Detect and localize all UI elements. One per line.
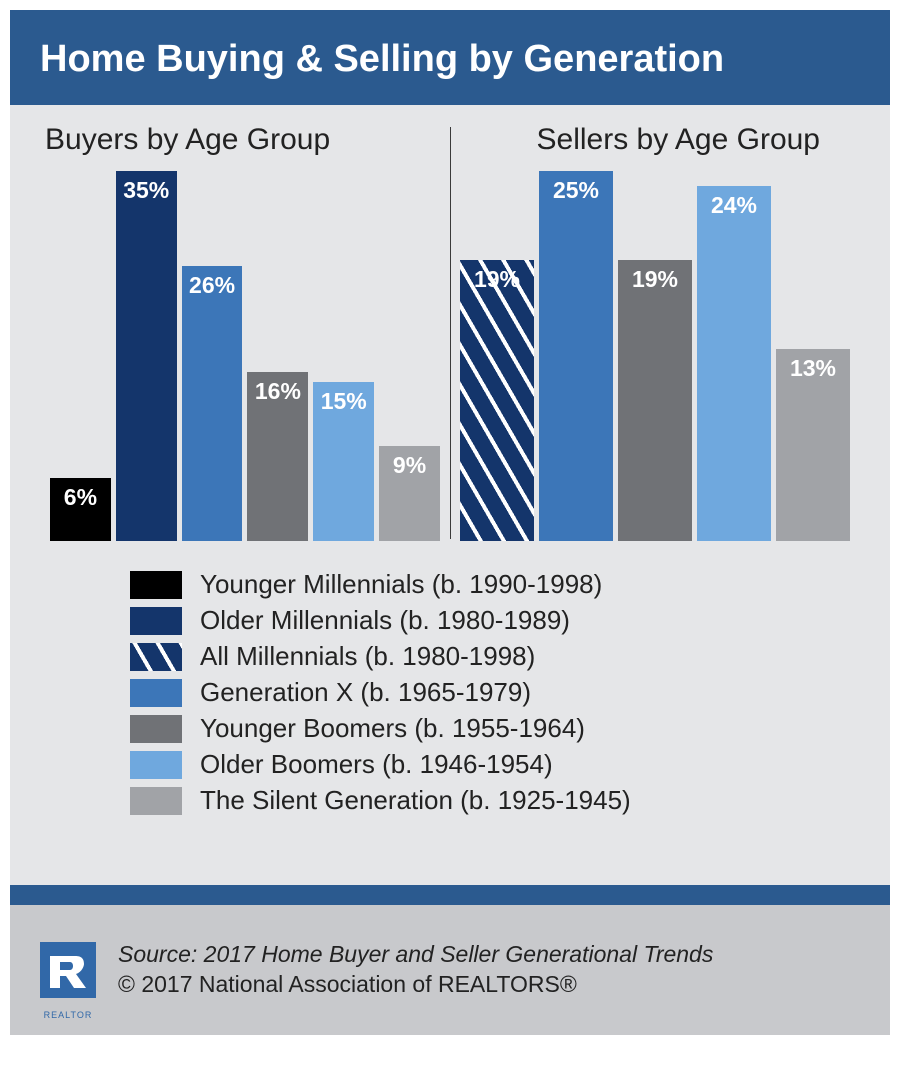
bar: 19% xyxy=(618,260,692,541)
bar: 16% xyxy=(247,372,308,541)
bar-value-label: 24% xyxy=(697,192,771,219)
legend-label: The Silent Generation (b. 1925-1945) xyxy=(200,785,631,816)
realtor-logo-label: REALTOR xyxy=(40,1010,96,1020)
bar-value-label: 6% xyxy=(50,484,111,511)
infographic-container: Home Buying & Selling by Generation Buye… xyxy=(0,10,900,1069)
footer: REALTOR Source: 2017 Home Buyer and Sell… xyxy=(10,905,890,1035)
bar: 13% xyxy=(776,349,850,541)
legend-swatch xyxy=(130,571,182,599)
footer-text: Source: 2017 Home Buyer and Seller Gener… xyxy=(118,940,713,1000)
legend-label: Older Millennials (b. 1980-1989) xyxy=(200,605,570,636)
legend-swatch xyxy=(130,643,182,671)
bar-value-label: 16% xyxy=(247,378,308,405)
bar: 26% xyxy=(182,266,243,541)
legend-item: Older Boomers (b. 1946-1954) xyxy=(130,749,770,780)
legend-swatch xyxy=(130,787,182,815)
sellers-chart-title: Sellers by Age Group xyxy=(537,123,821,157)
legend-swatch xyxy=(130,751,182,779)
bar: 24% xyxy=(697,186,771,541)
bar-value-label: 35% xyxy=(116,177,177,204)
bar-value-label: 15% xyxy=(313,388,374,415)
bar: 25% xyxy=(539,171,613,541)
buyers-chart: 6% 35% 26% 16%15% 9% xyxy=(40,171,450,541)
bar-value-label: 13% xyxy=(776,355,850,382)
legend-label: All Millennials (b. 1980-1998) xyxy=(200,641,535,672)
chart-divider xyxy=(450,127,451,539)
legend-label: Younger Millennials (b. 1990-1998) xyxy=(200,569,602,600)
realtor-logo: REALTOR xyxy=(40,937,96,1003)
legend-swatch xyxy=(130,607,182,635)
bar: 9% xyxy=(379,446,440,541)
header-banner: Home Buying & Selling by Generation xyxy=(10,10,890,105)
legend-item: Older Millennials (b. 1980-1989) xyxy=(130,605,770,636)
bar: 35% xyxy=(116,171,177,541)
buyers-chart-title: Buyers by Age Group xyxy=(45,123,330,157)
legend-swatch xyxy=(130,679,182,707)
footer-copyright-line: © 2017 National Association of REALTORS® xyxy=(118,970,713,1000)
legend-item: Younger Millennials (b. 1990-1998) xyxy=(130,569,770,600)
sellers-chart: 19% 25% 19% 24% 13% xyxy=(450,171,860,541)
legend: Younger Millennials (b. 1990-1998) Older … xyxy=(130,569,770,816)
bar: 19% xyxy=(460,260,534,541)
bar-value-label: 25% xyxy=(539,177,613,204)
legend-item: All Millennials (b. 1980-1998) xyxy=(130,641,770,672)
chart-panel: Buyers by Age Group Sellers by Age Group… xyxy=(10,105,890,885)
main-title: Home Buying & Selling by Generation xyxy=(40,38,860,81)
legend-item: The Silent Generation (b. 1925-1945) xyxy=(130,785,770,816)
legend-item: Generation X (b. 1965-1979) xyxy=(130,677,770,708)
charts-row: 6% 35% 26% 16%15% 9% 19% 25% 19% 24% 13% xyxy=(40,171,860,541)
bar-value-label: 26% xyxy=(182,272,243,299)
bar: 6% xyxy=(50,478,111,541)
legend-swatch xyxy=(130,715,182,743)
legend-label: Younger Boomers (b. 1955-1964) xyxy=(200,713,585,744)
bar-value-label: 19% xyxy=(460,266,534,293)
bar-value-label: 9% xyxy=(379,452,440,479)
legend-item: Younger Boomers (b. 1955-1964) xyxy=(130,713,770,744)
bar: 15% xyxy=(313,382,374,541)
bar-value-label: 19% xyxy=(618,266,692,293)
footer-source-line: Source: 2017 Home Buyer and Seller Gener… xyxy=(118,940,713,970)
legend-label: Older Boomers (b. 1946-1954) xyxy=(200,749,553,780)
footer-accent-bar xyxy=(10,885,890,905)
legend-label: Generation X (b. 1965-1979) xyxy=(200,677,531,708)
